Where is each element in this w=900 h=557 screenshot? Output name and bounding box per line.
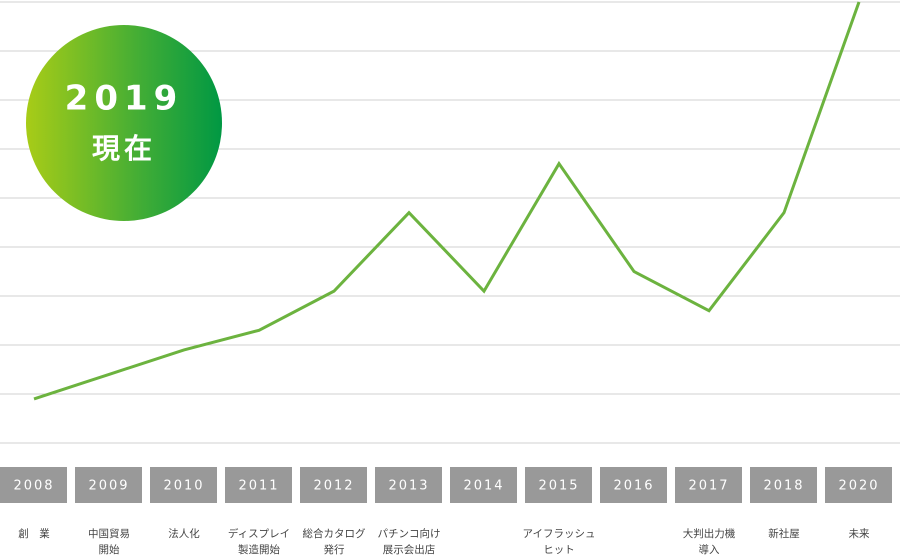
year-box: [75, 467, 142, 503]
x-tick-label: 2017: [688, 479, 729, 494]
event-label: 導入: [699, 543, 720, 556]
event-label: 創 業: [18, 527, 50, 540]
year-box: [0, 467, 67, 503]
event-label: 新社屋: [768, 527, 800, 540]
x-tick-label: 2020: [838, 479, 879, 494]
event-label: アイフラッシュ: [523, 528, 596, 540]
event-label: パチンコ向け: [378, 527, 441, 540]
year-box: [825, 467, 892, 503]
year-box: [300, 467, 367, 503]
year-box: [225, 467, 292, 503]
event-label: ヒット: [543, 544, 575, 556]
event-label: 製造開始: [238, 543, 280, 556]
year-box: [675, 467, 742, 503]
event-label: ディスプレイ: [228, 527, 290, 540]
year-box: [375, 467, 442, 503]
event-label: 法人化: [168, 527, 200, 540]
event-label: 中国貿易: [88, 527, 130, 540]
x-tick-label: 2018: [763, 479, 804, 494]
year-box: [525, 467, 592, 503]
year-box: [150, 467, 217, 503]
event-label: 発行: [324, 543, 345, 556]
event-label: 大判出力機: [683, 527, 736, 540]
x-tick-label: 2008: [13, 479, 54, 494]
x-tick-label: 2016: [613, 479, 654, 494]
x-tick-label: 2012: [313, 479, 354, 494]
data-line: [33, 1, 861, 401]
badge-year: 2019: [65, 79, 184, 119]
year-box: [450, 467, 517, 503]
event-label: 未来: [849, 528, 870, 540]
x-tick-label: 2010: [163, 479, 204, 494]
badge-label: 現在: [92, 132, 156, 165]
event-label: 開始: [99, 543, 120, 556]
x-tick-label: 2011: [238, 479, 279, 494]
badge-circle: [26, 25, 222, 221]
x-tick-label: 2009: [88, 479, 129, 494]
year-box: [750, 467, 817, 503]
x-tick-label: 2015: [538, 479, 579, 494]
event-label: 総合カタログ: [303, 527, 366, 540]
x-tick-label: 2014: [463, 479, 504, 494]
event-label: 展示会出店: [383, 543, 436, 556]
x-tick-label: 2013: [388, 479, 429, 494]
year-box: [600, 467, 667, 503]
